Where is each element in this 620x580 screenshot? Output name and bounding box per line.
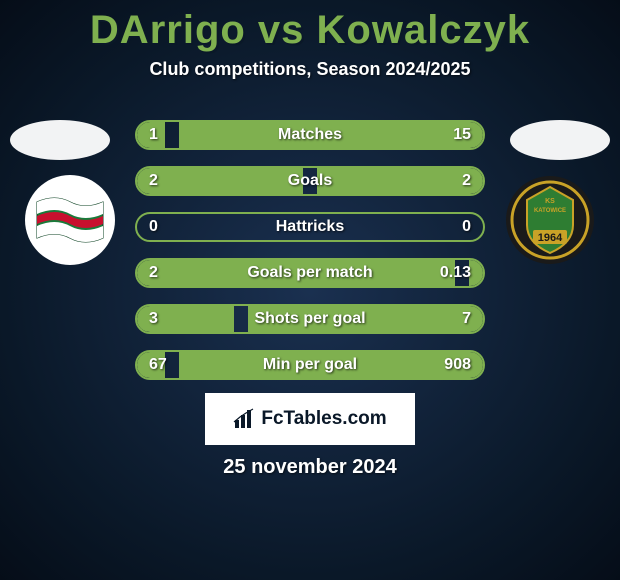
stat-row: 2Goals per match0.13 xyxy=(135,258,485,288)
stat-label: Hattricks xyxy=(137,218,483,236)
stat-label: Matches xyxy=(137,126,483,144)
stat-label: Min per goal xyxy=(137,356,483,374)
stat-value-right: 908 xyxy=(444,356,471,374)
chart-icon xyxy=(233,408,255,430)
stat-row: 1Matches15 xyxy=(135,120,485,150)
gks-katowice-icon: 1964 KS KATOWICE xyxy=(505,175,595,265)
stat-label: Shots per goal xyxy=(137,310,483,328)
stat-value-right: 0.13 xyxy=(440,264,471,282)
team-crest-right: 1964 KS KATOWICE xyxy=(505,175,595,265)
lechia-flag-icon xyxy=(35,192,105,248)
svg-text:KATOWICE: KATOWICE xyxy=(534,208,566,214)
stat-row: 3Shots per goal7 xyxy=(135,304,485,334)
svg-text:1964: 1964 xyxy=(538,232,563,244)
stat-label: Goals xyxy=(137,172,483,190)
stat-row: 2Goals2 xyxy=(135,166,485,196)
date-label: 25 november 2024 xyxy=(0,456,620,479)
team-crest-left xyxy=(25,175,115,265)
subtitle: Club competitions, Season 2024/2025 xyxy=(0,59,620,80)
stats-container: 1Matches152Goals20Hattricks02Goals per m… xyxy=(135,120,485,396)
brand-text: FcTables.com xyxy=(261,408,386,430)
stat-row: 0Hattricks0 xyxy=(135,212,485,242)
page-title: DArrigo vs Kowalczyk xyxy=(0,0,620,53)
svg-text:KS: KS xyxy=(545,198,555,205)
stat-value-right: 15 xyxy=(453,126,471,144)
stat-row: 67Min per goal908 xyxy=(135,350,485,380)
halo-right xyxy=(510,120,610,160)
stat-value-right: 2 xyxy=(462,172,471,190)
halo-left xyxy=(10,120,110,160)
stat-label: Goals per match xyxy=(137,264,483,282)
stat-value-right: 7 xyxy=(462,310,471,328)
brand-badge[interactable]: FcTables.com xyxy=(205,393,415,445)
stat-value-right: 0 xyxy=(462,218,471,236)
